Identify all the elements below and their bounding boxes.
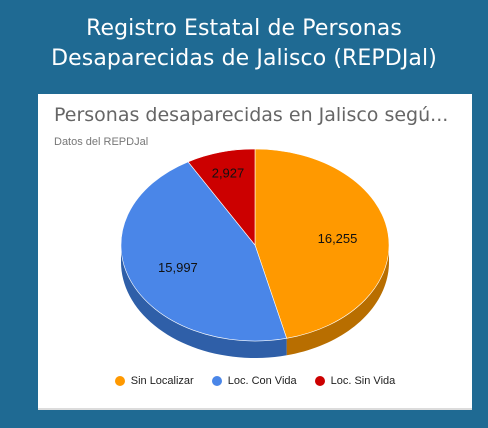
legend-swatch bbox=[314, 376, 325, 386]
chart-title: Personas desaparecidas en Jalisco segú..… bbox=[54, 104, 449, 126]
pie-data-label-0: 16,255 bbox=[318, 231, 358, 246]
page-header: Registro Estatal de Personas Desaparecid… bbox=[0, 14, 488, 74]
pie-data-label-2: 2,927 bbox=[212, 166, 245, 181]
header-title-line2: Desaparecidas de Jalisco (REPDJal) bbox=[51, 46, 437, 71]
legend-label: Loc. Sin Vida bbox=[330, 375, 396, 387]
legend-label: Sin Localizar bbox=[130, 375, 194, 387]
legend-item-2[interactable]: Loc. Sin Vida bbox=[314, 375, 396, 387]
header-title-line1: Registro Estatal de Personas bbox=[86, 16, 402, 41]
chart-subtitle: Datos del REPDJal bbox=[54, 136, 149, 148]
pie-side-0 bbox=[286, 245, 389, 356]
legend-swatch bbox=[114, 376, 125, 386]
pie-slice-1[interactable] bbox=[120, 161, 288, 342]
pie-slice-2[interactable] bbox=[187, 148, 256, 246]
pie-side-1 bbox=[121, 245, 287, 358]
card-divider bbox=[38, 408, 472, 410]
legend-swatch bbox=[211, 376, 222, 386]
legend-item-1[interactable]: Loc. Con Vida bbox=[211, 375, 297, 387]
legend-item-0[interactable]: Sin Localizar bbox=[114, 375, 194, 387]
chart-legend: Sin Localizar Loc. Con Vida Loc. Sin Vida bbox=[38, 375, 472, 387]
pie-chart: 16,255 15,997 2,927 bbox=[120, 148, 390, 358]
pie-data-label-1: 15,997 bbox=[158, 260, 198, 275]
chart-card: Personas desaparecidas en Jalisco segú..… bbox=[38, 94, 472, 408]
pie-slice-0[interactable] bbox=[254, 148, 390, 339]
legend-label: Loc. Con Vida bbox=[227, 375, 297, 387]
